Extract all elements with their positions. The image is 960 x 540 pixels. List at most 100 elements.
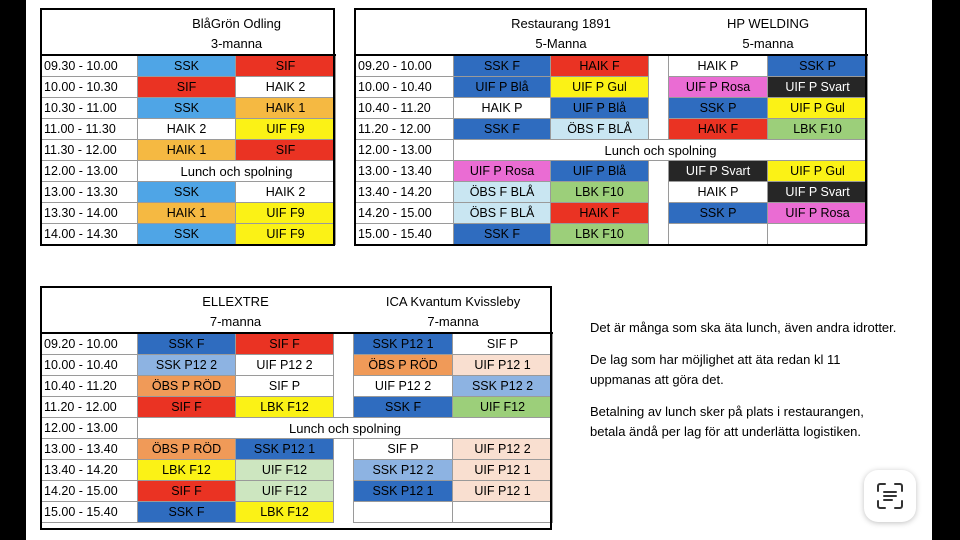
venue-capacity: 5-Manna: [535, 36, 587, 51]
time-slot: 12.00 - 13.00: [354, 139, 454, 161]
team-slot: UIF P Blå: [453, 76, 551, 98]
team-slot: HAIK F: [668, 118, 768, 140]
team-slot: UIF F9: [234, 223, 337, 245]
schedule-row: 14.20 - 15.00 ÖBS F BLÅ HAIK F SSK P UIF P R…: [354, 202, 869, 224]
team-slot: HAIK P: [668, 181, 768, 203]
time-slot: 14.00 - 14.30: [40, 223, 138, 245]
team-slot: SSK: [137, 97, 236, 119]
team-slot: SSK F: [453, 223, 551, 245]
schedule-row: 13.40 - 14.20 LBK F12 UIF F12 SSK P12 2 UIF …: [40, 459, 554, 481]
schedule-row: 13.30 - 14.00 HAIK 1 UIF F9: [40, 202, 337, 224]
time-slot: 13.40 - 14.20: [354, 181, 454, 203]
column-gap: [333, 396, 355, 418]
team-slot: SSK P12 2: [137, 354, 236, 376]
team-slot: LBK F12: [137, 459, 236, 481]
team-slot: SSK F: [453, 118, 551, 140]
team-slot: UIF P Gul: [766, 160, 869, 182]
column-gap: [333, 459, 355, 481]
team-slot: LBK F10: [766, 118, 869, 140]
venue-name: ELLEXTRE: [202, 294, 269, 309]
time-slot: 10.30 - 11.00: [40, 97, 138, 119]
team-slot: SSK P12 2: [452, 375, 554, 397]
header-spacer: [40, 286, 138, 334]
venue-name: Restaurang 1891: [511, 16, 611, 31]
schedule-row: 12.00 - 13.00 Lunch och spolning: [354, 139, 869, 161]
schedule-row: 10.30 - 11.00 SSK HAIK 1: [40, 97, 337, 119]
team-slot: UIF P Gul: [766, 97, 869, 119]
team-slot: SSK P12 1: [353, 480, 454, 502]
time-slot: 11.20 - 12.00: [354, 118, 454, 140]
time-slot: 13.40 - 14.20: [40, 459, 138, 481]
team-slot: UIF P Blå: [550, 160, 649, 182]
time-slot: 13.00 - 13.40: [40, 438, 138, 460]
schedule-row: 10.40 - 11.20 HAIK P UIF P Blå SSK P UIF P G…: [354, 97, 869, 119]
lunch-break-cell: Lunch och spolning: [136, 417, 554, 439]
team-slot: SSK F: [353, 396, 454, 418]
venue-capacity: 5-manna: [742, 36, 794, 51]
team-slot: HAIK 1: [137, 139, 236, 161]
venue-capacity: 7-manna: [209, 314, 262, 329]
schedule-row: 15.00 - 15.40 SSK F LBK F12: [40, 501, 554, 523]
time-slot: 11.20 - 12.00: [40, 396, 138, 418]
column-gap: [333, 333, 355, 355]
schedule-row: 11.20 - 12.00 SIF F LBK F12 SSK F UIF F12: [40, 396, 554, 418]
team-slot: HAIK 1: [137, 202, 236, 224]
header-spacer: [333, 286, 354, 334]
time-slot: 14.20 - 15.00: [40, 480, 138, 502]
team-slot: SSK: [137, 223, 236, 245]
team-slot: UIF F12: [452, 396, 554, 418]
team-slot: UIF P Gul: [550, 76, 649, 98]
team-slot: ÖBS F BLÅ: [453, 181, 551, 203]
note-paragraph: Betalning av lunch sker på plats i resta…: [590, 404, 864, 439]
team-slot: SIF: [234, 139, 337, 161]
time-slot: 10.40 - 11.20: [40, 375, 138, 397]
team-slot: LBK F12: [234, 396, 335, 418]
team-slot: ÖBS P RÖD: [137, 375, 236, 397]
team-slot: HAIK 2: [234, 181, 337, 203]
note-paragraph: De lag som har möjlighet att äta redan k…: [590, 352, 841, 387]
team-slot: UIF F9: [234, 118, 337, 140]
team-slot: UIF P Svart: [766, 181, 869, 203]
column-gap: [648, 97, 669, 119]
time-slot: 10.00 - 10.30: [40, 76, 138, 98]
column-gap: [648, 181, 669, 203]
team-slot: UIF P Svart: [668, 160, 768, 182]
venue-header: Restaurang 1891 5-Manna: [453, 8, 669, 56]
time-slot: 13.00 - 13.30: [40, 181, 138, 203]
venue-name: ICA Kvantum Kvissleby: [385, 294, 521, 309]
time-slot: 09.30 - 10.00: [40, 54, 138, 77]
text-scan-icon: [877, 483, 903, 509]
team-slot: HAIK P: [453, 97, 551, 119]
team-slot: SIF: [137, 76, 236, 98]
time-slot: 15.00 - 15.40: [40, 501, 138, 523]
team-slot: SIF P: [452, 332, 554, 355]
venue-name: HP WELDING: [726, 16, 810, 31]
schedule-row: 10.00 - 10.30 SIF HAIK 2: [40, 76, 337, 98]
lunch-notes: Det är många som ska äta lunch, även and…: [590, 318, 930, 454]
team-slot: HAIK 1: [234, 97, 337, 119]
schedule-table-blagron: BlåGrön Odling 3-manna 09.30 - 10.00 SSK SI…: [40, 8, 337, 245]
team-slot: SSK: [137, 54, 236, 77]
document-page: BlåGrön Odling 3-manna 09.30 - 10.00 SSK SI…: [26, 0, 932, 540]
team-slot: UIF P12 1: [452, 480, 554, 502]
team-slot: LBK F10: [550, 181, 649, 203]
team-slot: UIF P Svart: [766, 76, 869, 98]
team-slot: SSK: [137, 181, 236, 203]
column-gap: [648, 202, 669, 224]
schedule-row: 12.00 - 13.00 Lunch och spolning: [40, 417, 554, 439]
schedule-row: 10.00 - 10.40 SSK P12 2 UIF P12 2 ÖBS P RÖD…: [40, 354, 554, 376]
team-slot: UIF F12: [234, 480, 335, 502]
time-slot: 12.00 - 13.00: [40, 160, 138, 182]
schedule-row: 12.00 - 13.00 Lunch och spolning: [40, 160, 337, 182]
venue-header-2: ICA Kvantum Kvissleby 7-manna: [353, 286, 553, 334]
scan-text-button[interactable]: [864, 470, 916, 522]
schedule-row: 14.20 - 15.00 SIF F UIF F12 SSK P12 1 UIF P1…: [40, 480, 554, 502]
team-slot: SIF P: [353, 438, 454, 460]
time-slot: 10.40 - 11.20: [354, 97, 454, 119]
schedule-row: 13.00 - 13.40 ÖBS P RÖD SSK P12 1 SIF P UIF …: [40, 438, 554, 460]
schedule-row: 11.00 - 11.30 HAIK 2 UIF F9: [40, 118, 337, 140]
team-slot: ÖBS F BLÅ: [550, 118, 649, 140]
team-slot: LBK F10: [550, 223, 649, 245]
schedule-table-restaurang-hpwelding: Restaurang 1891 5-Manna HP WELDING 5-manna…: [354, 8, 869, 245]
schedule-row: 11.20 - 12.00 SSK F ÖBS F BLÅ HAIK F LBK F10: [354, 118, 869, 140]
